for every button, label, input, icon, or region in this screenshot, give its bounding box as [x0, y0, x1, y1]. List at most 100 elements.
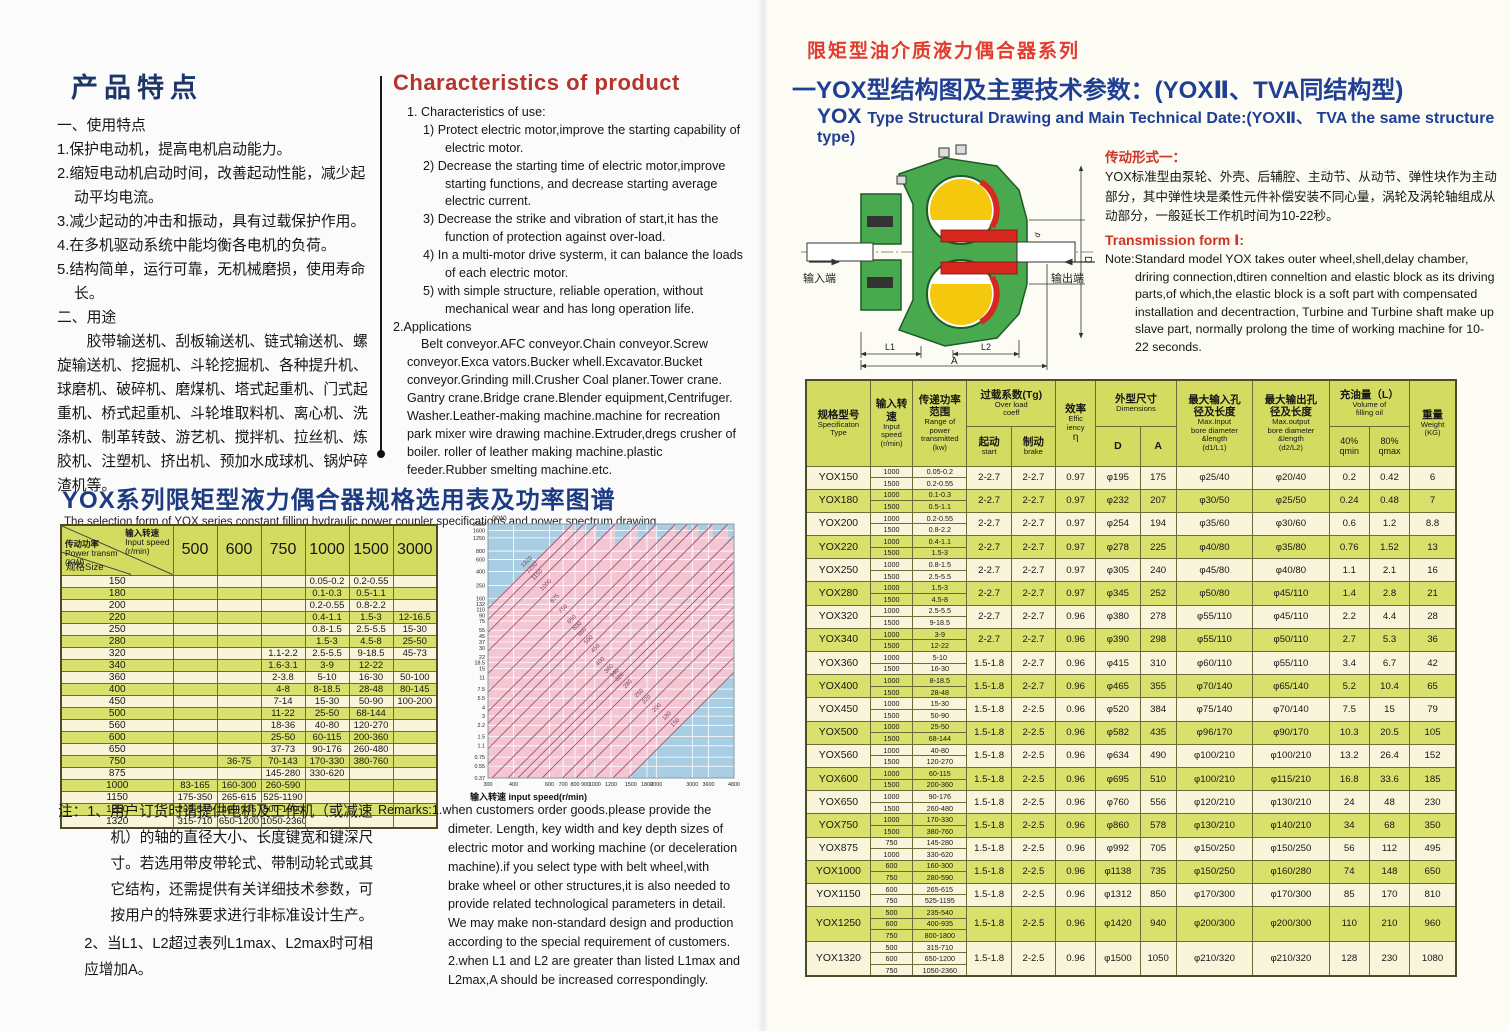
- spec-cell-power: 0.5-1.1: [912, 500, 968, 513]
- svg-text:11: 11: [479, 676, 485, 682]
- svg-text:4800: 4800: [728, 782, 740, 788]
- speed-column-header: 600: [216, 524, 262, 576]
- spec-cell-qmin: 16.8: [1328, 766, 1370, 792]
- svg-text:0.75: 0.75: [475, 755, 486, 761]
- svg-text:600: 600: [476, 557, 485, 563]
- spec-cell-weight: 28: [1409, 604, 1457, 629]
- applications-heading: 2.Applications: [393, 319, 472, 334]
- spec-row: YOX360 1000 5-10 1.5-1.8 2-2.7 0.96 φ415 310 φ60…: [805, 650, 1457, 676]
- selection-value-cell: [216, 634, 262, 648]
- model-line-label: 360: [604, 663, 616, 675]
- selection-value-cell: [260, 574, 306, 588]
- series-title: 限矩型油介质液力偶合器系列: [807, 41, 1081, 62]
- spec-cell-eff: 0.96: [1055, 674, 1097, 699]
- spec-cell-qmin: 110: [1328, 906, 1370, 942]
- selection-size-cell: 180: [60, 586, 174, 600]
- selection-size-cell: 750: [60, 754, 174, 768]
- spec-cell-power: 0.1-0.3: [912, 488, 968, 502]
- corner-size-label: 规格Size: [66, 561, 104, 573]
- spec-cell-power: 68-144: [912, 732, 968, 745]
- spec-cell-d2: φ170/300: [1252, 882, 1330, 908]
- spec-cell-qmin: 10.3: [1328, 720, 1370, 745]
- selection-value-cell: 170-330: [304, 754, 350, 768]
- spec-cell-eff: 0.96: [1055, 627, 1097, 653]
- spec-cell-start: 2-2.7: [966, 627, 1012, 653]
- spec-cell-power: 1050-2360: [912, 964, 968, 977]
- model-line-label: 180: [662, 710, 674, 722]
- spec-cell-power: 0.8-1.5: [912, 558, 968, 571]
- spec-cell-model: YOX560: [805, 743, 871, 768]
- spec-row: YOX500 1000 25-50 1.5-1.8 2-2.5 0.96 φ582 435 φ9…: [805, 720, 1457, 745]
- svg-text:75: 75: [479, 619, 485, 625]
- svg-text:37: 37: [479, 640, 485, 646]
- spec-cell-weight: 7: [1409, 488, 1457, 513]
- spec-cell-eff: 0.96: [1055, 859, 1097, 884]
- spec-row: YOX560 1000 40-80 1.5-1.8 2-2.5 0.96 φ634 490 φ1…: [805, 743, 1457, 768]
- speed-column-header: 1500: [348, 524, 394, 576]
- input-end-label: 输入端: [803, 271, 836, 285]
- selection-value-cell: [304, 778, 350, 792]
- corner-diagonal-lines: [62, 526, 173, 575]
- transmission-en-heading: Transmission form Ⅰ:: [1105, 232, 1245, 248]
- remark-en-2: 2.when L1 and L2 are greater than listed…: [448, 954, 740, 988]
- spec-cell-start: 1.5-1.8: [966, 813, 1012, 838]
- spec-cell-A: 175: [1139, 465, 1177, 490]
- x-axis-label: 输入转速 input speed(r/min): [470, 791, 587, 802]
- spec-cell-qmin: 34: [1328, 813, 1370, 838]
- transmission-en-text: Note:Standard model YOX takes outer whee…: [1105, 252, 1495, 355]
- spec-cell-model: YOX200: [805, 511, 871, 537]
- spec-cell-speed: 750: [869, 836, 914, 850]
- spec-cell-brake: 2-2.7: [1010, 465, 1057, 490]
- spec-cell-eff: 0.96: [1055, 697, 1097, 722]
- spec-row: YOX1250 500 235-540 1.5-1.8 2-2.5 0.96 φ1420 94…: [805, 906, 1457, 942]
- spec-cell-A: 556: [1139, 790, 1177, 815]
- spec-cell-start: 1.5-1.8: [966, 906, 1012, 942]
- selection-size-cell: 1320: [60, 814, 174, 828]
- model-line-label: 750: [558, 603, 570, 615]
- spec-cell-qmin: 2.2: [1328, 604, 1370, 629]
- selection-value-cell: 2.5-5.5: [304, 646, 350, 660]
- spec-cell-model: YOX875: [805, 836, 871, 861]
- selection-value-cell: 83-165: [172, 778, 218, 792]
- spec-cell-speed: 1500: [869, 616, 914, 629]
- spec-cell-weight: 152: [1409, 743, 1457, 768]
- selection-value-cell: [172, 586, 218, 600]
- selection-value-cell: [348, 814, 394, 828]
- spec-row: 1500 0.2-0.55: [806, 477, 1456, 490]
- selection-value-cell: [348, 802, 394, 816]
- spec-cell-speed: 600: [869, 859, 914, 873]
- selection-value-cell: 68-144: [348, 706, 394, 720]
- spec-cell-qmin: 2.7: [1328, 627, 1370, 653]
- spec-cell-eff: 0.96: [1055, 813, 1097, 838]
- speed-column-header: 750: [260, 524, 306, 576]
- selection-size-cell: 340: [60, 658, 174, 672]
- spec-cell-model: YOX280: [805, 581, 871, 606]
- model-line-label: 650: [567, 614, 579, 626]
- spec-row: 750 1050-2360: [806, 964, 1456, 977]
- selection-value-cell: 0.2-0.55: [304, 598, 350, 612]
- dim-a-label: A: [951, 356, 958, 367]
- corner-speed-label: 输入转速 Input speed (r/min): [125, 528, 170, 556]
- svg-text:1500: 1500: [625, 782, 637, 788]
- spec-cell-qmin: 85: [1328, 882, 1370, 908]
- y-axis-unit-label: (KW): [492, 515, 507, 522]
- selection-value-cell: 1050-2360: [260, 814, 306, 828]
- selection-value-cell: 330-620: [304, 766, 350, 780]
- spec-cell-power: 200-360: [912, 778, 968, 792]
- spec-cell-qmax: 1.2: [1368, 511, 1411, 537]
- spec-cell-power: 25-50: [912, 720, 968, 734]
- selection-value-cell: 2-3.8: [260, 670, 306, 684]
- spec-cell-speed: 1000: [869, 766, 914, 780]
- selection-value-cell: [216, 766, 262, 780]
- spec-cell-speed: 1500: [869, 824, 914, 838]
- spec-cell-eff: 0.96: [1055, 604, 1097, 629]
- selection-value-cell: 2.5-5.5: [348, 622, 394, 636]
- spec-cell-power: 0.8-2.2: [912, 523, 968, 537]
- spec-cell-qmax: 170: [1368, 882, 1411, 908]
- spec-cell-power: 235-540: [912, 906, 968, 919]
- svg-text:160: 160: [476, 597, 485, 603]
- selection-value-cell: 315-710: [172, 814, 218, 828]
- svg-text:2.2: 2.2: [478, 723, 486, 729]
- spec-cell-d2: φ40/80: [1252, 558, 1330, 583]
- spec-cell-weight: 8.8: [1409, 511, 1457, 537]
